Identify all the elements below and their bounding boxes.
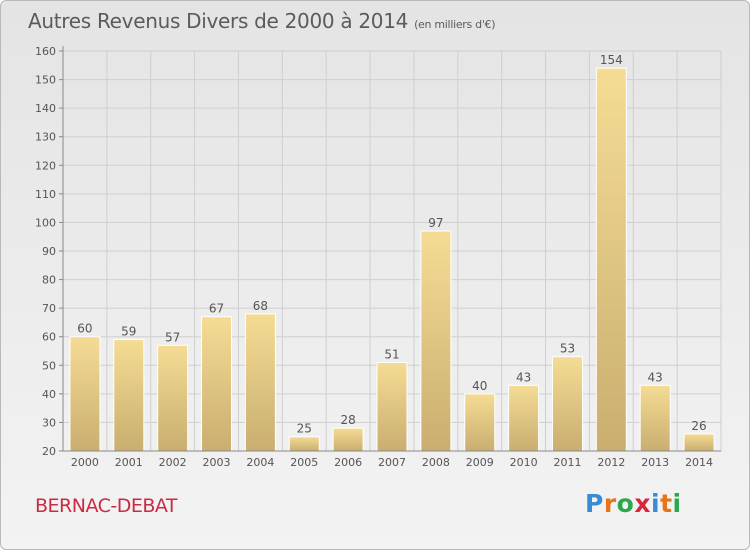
axes: 20 30 40 50 60 70 80 90 100 110 120 130 140 150 160 200…	[35, 45, 721, 469]
bar	[683, 433, 715, 452]
x-tick-label: 2008	[422, 456, 450, 469]
data-label: 53	[560, 342, 575, 356]
bar	[508, 384, 540, 452]
chart-title: Autres Revenus Divers de 2000 à 2014 (en …	[28, 9, 496, 33]
y-tick-label: 50	[42, 359, 56, 372]
y-tick-label: 80	[42, 274, 56, 287]
data-label: 25	[297, 422, 312, 436]
bar	[464, 393, 496, 452]
x-tick-label: 2004	[246, 456, 274, 469]
y-tick-label: 90	[42, 245, 56, 258]
x-tick-label: 2005	[290, 456, 318, 469]
bar	[376, 361, 408, 452]
y-tick-label: 30	[42, 416, 56, 429]
x-tick-label: 2002	[159, 456, 187, 469]
logo-letter: t	[660, 489, 673, 518]
data-label: 97	[428, 216, 443, 230]
y-tick-label: 150	[35, 74, 56, 87]
logo-letter: o	[616, 489, 635, 518]
bar	[420, 230, 452, 452]
bars: 60 59 57 67 68 25 28 51 97 40 43 53 154 43 26	[69, 53, 715, 452]
logo-letter: i	[651, 489, 661, 518]
bar	[201, 316, 233, 452]
logo-letter: r	[603, 489, 617, 518]
data-label: 59	[121, 325, 136, 339]
bar	[551, 356, 583, 452]
data-label: 60	[77, 322, 92, 336]
y-tick-label: 40	[42, 388, 56, 401]
x-tick-label: 2009	[466, 456, 494, 469]
data-label: 26	[691, 419, 706, 433]
bar	[288, 436, 320, 452]
data-label: 154	[600, 53, 623, 67]
bar	[69, 336, 101, 452]
x-tick-label: 2012	[597, 456, 625, 469]
bar	[113, 339, 145, 452]
bar	[332, 427, 364, 452]
data-label: 43	[516, 370, 531, 384]
x-tick-label: 2014	[685, 456, 713, 469]
data-label: 67	[209, 302, 224, 316]
x-tick-label: 2011	[553, 456, 581, 469]
y-tick-label: 100	[35, 216, 56, 229]
y-tick-label: 160	[35, 45, 56, 58]
y-tick-label: 140	[35, 102, 56, 115]
data-label: 51	[384, 347, 399, 361]
x-tick-label: 2001	[115, 456, 143, 469]
data-label: 68	[253, 299, 268, 313]
title-text: Autres Revenus Divers de 2000 à 2014	[28, 9, 409, 33]
bar	[595, 67, 627, 452]
x-tick-label: 2013	[641, 456, 669, 469]
logo-letter: x	[634, 489, 651, 518]
bar	[639, 384, 671, 452]
bar	[244, 313, 276, 452]
y-tick-label: 110	[35, 188, 56, 201]
logo-letter: i	[672, 489, 682, 518]
y-tick-label: 70	[42, 302, 56, 315]
x-tick-label: 2000	[71, 456, 99, 469]
bar	[157, 344, 189, 452]
y-tick-label: 120	[35, 159, 56, 172]
unit-label: (en milliers d'€)	[414, 18, 496, 31]
data-label: 28	[340, 413, 355, 427]
x-tick-label: 2010	[510, 456, 538, 469]
proxiti-logo: Proxiti	[585, 489, 682, 518]
data-label: 43	[648, 370, 663, 384]
y-tick-label: 130	[35, 131, 56, 144]
y-tick-label: 20	[42, 445, 56, 458]
y-tick-label: 60	[42, 331, 56, 344]
x-tick-label: 2003	[203, 456, 231, 469]
data-label: 57	[165, 330, 180, 344]
town-name: BERNAC-DEBAT	[35, 495, 178, 517]
x-tick-label: 2006	[334, 456, 362, 469]
logo-letter: P	[585, 489, 604, 518]
data-label: 40	[472, 379, 487, 393]
x-tick-label: 2007	[378, 456, 406, 469]
